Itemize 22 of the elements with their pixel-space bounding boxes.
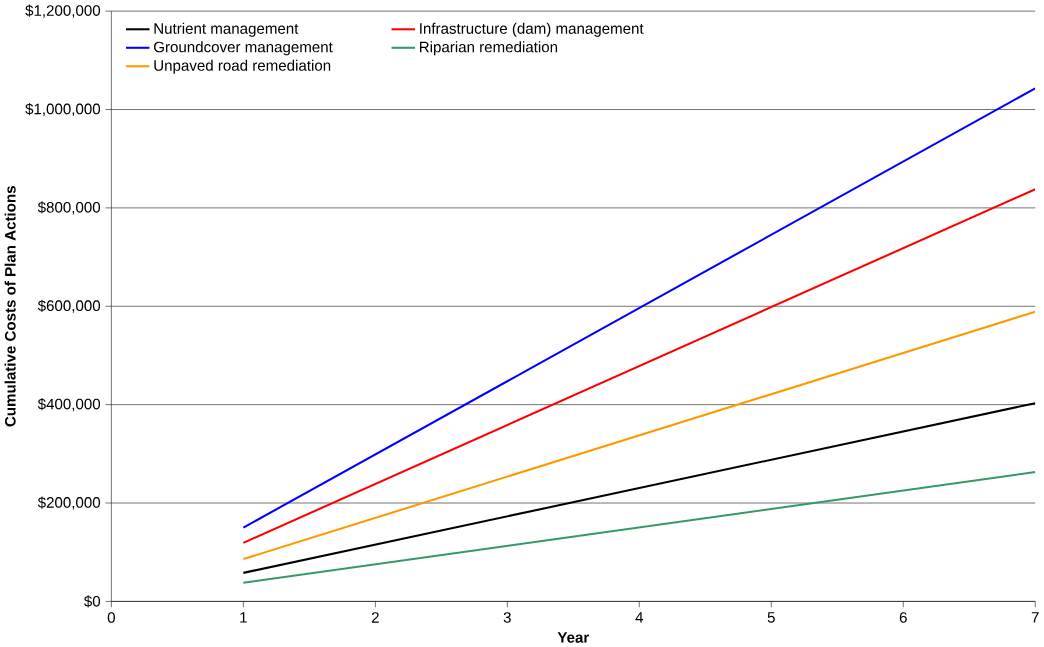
- x-tick-label: 0: [107, 611, 115, 623]
- x-tick-label: 3: [503, 611, 511, 623]
- legend-label: Groundcover management: [153, 41, 333, 56]
- x-tick-label: 5: [767, 611, 775, 623]
- x-tick-label: 7: [1031, 611, 1039, 623]
- legend-label: Nutrient management: [154, 22, 299, 37]
- x-tick-label: 4: [635, 611, 644, 623]
- x-tick-label: 2: [371, 611, 379, 623]
- y-tick-label: $200,000: [37, 496, 101, 510]
- legend-label: Riparian remediation: [420, 41, 558, 56]
- y-tick-label: $600,000: [37, 299, 101, 313]
- x-tick-label: 6: [899, 611, 907, 623]
- y-axis-title: Cumulative Costs of Plan Actions: [4, 185, 16, 427]
- y-tick-label: $400,000: [37, 397, 101, 412]
- legend-label: Unpaved road remediation: [154, 59, 331, 74]
- y-tick-label: $0: [84, 595, 101, 608]
- y-tick-label: $1,000,000: [25, 102, 101, 116]
- x-axis-title: Year: [557, 632, 590, 643]
- x-tick-label: 1: [240, 611, 247, 623]
- legend-label: Infrastructure (dam) management: [420, 22, 644, 37]
- y-tick-label: $1,200,000: [25, 4, 101, 18]
- y-tick-label: $800,000: [37, 201, 101, 215]
